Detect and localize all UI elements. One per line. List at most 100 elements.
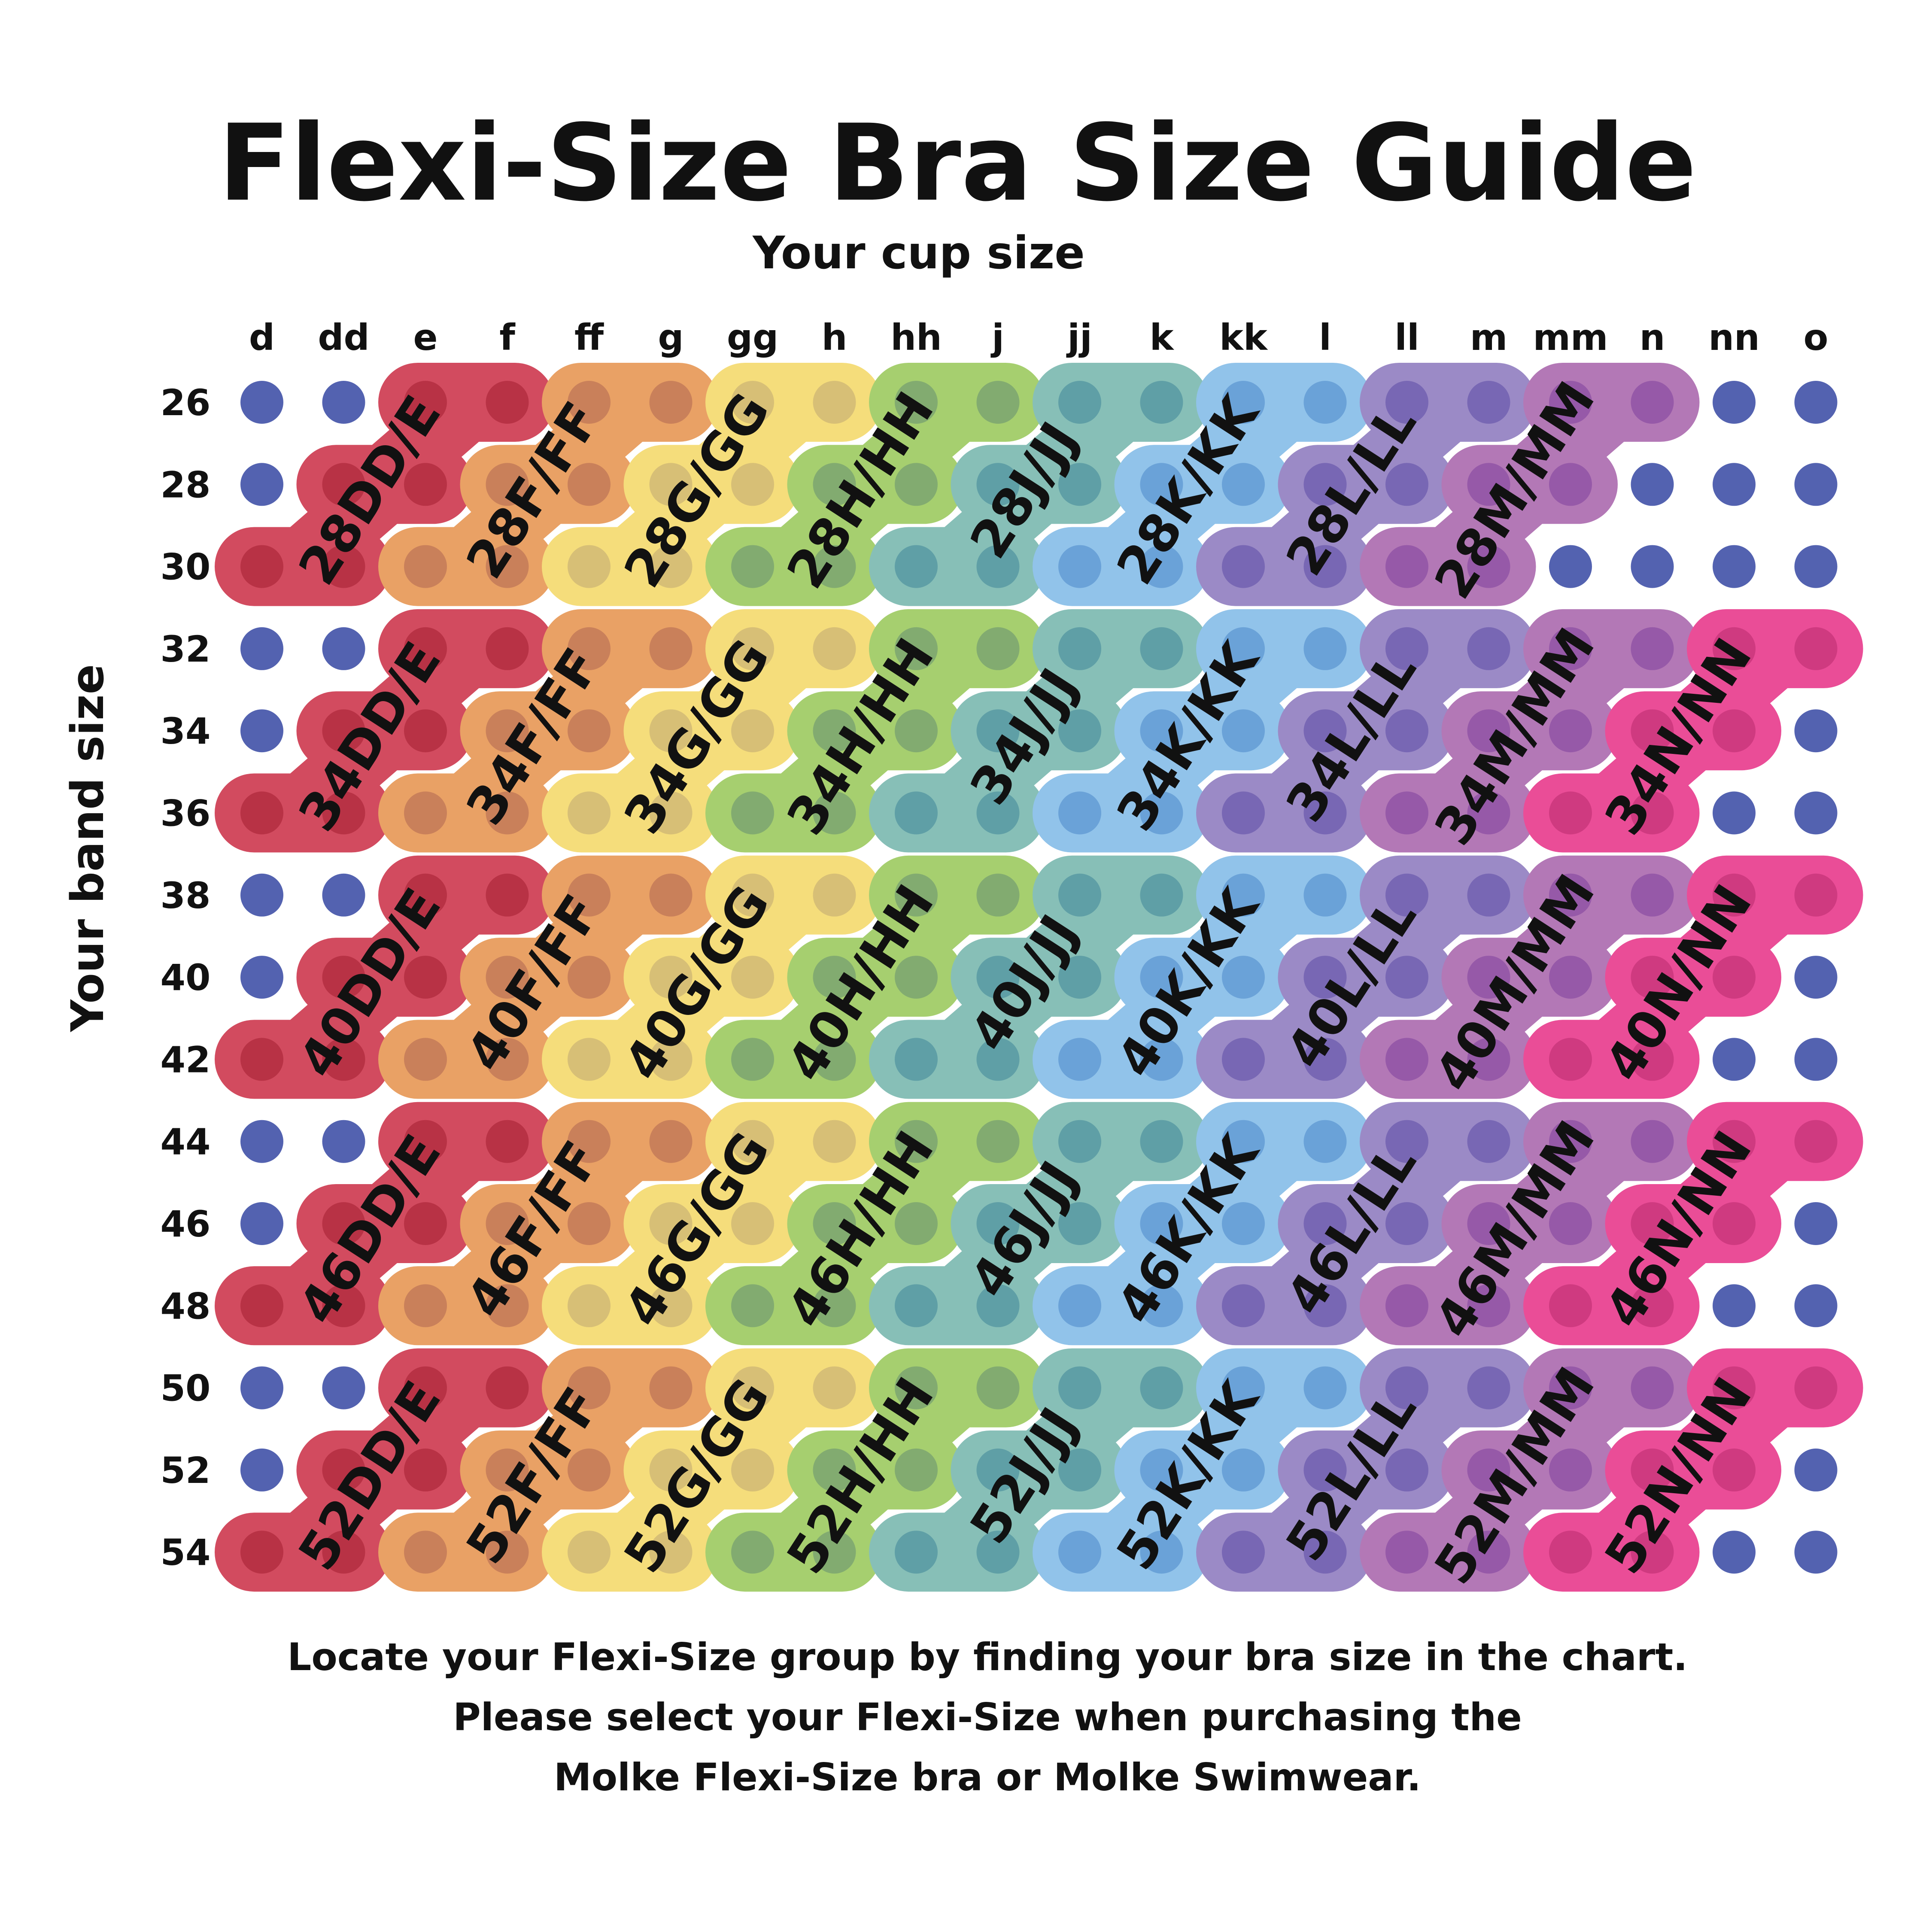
size-dot-32o <box>1794 627 1838 670</box>
empty-dot-48nn <box>1713 1284 1756 1327</box>
size-group-34-n-nn[interactable]: 34N/NN <box>1523 609 1863 853</box>
size-dot-46kk <box>1222 1202 1265 1245</box>
size-dot-34ll <box>1385 709 1428 753</box>
size-dot-54hh <box>895 1531 938 1574</box>
band-label-38: 38 <box>161 875 211 917</box>
size-group-46-j-jj[interactable]: 46J/JJ <box>869 1102 1209 1346</box>
size-group-28-j-jj[interactable]: 28J/JJ <box>869 363 1209 606</box>
size-dot-42d <box>240 1038 283 1081</box>
size-group-46-n-nn[interactable]: 46N/NN <box>1523 1102 1863 1346</box>
size-dot-38kk <box>1222 873 1265 917</box>
size-dot-44hh <box>895 1120 938 1163</box>
size-dot-30hh <box>895 545 938 588</box>
group-shape-connector <box>1063 1224 1261 1306</box>
size-group-40-f-ff[interactable]: 40F/FF <box>378 855 718 1099</box>
size-group-28-f-ff[interactable]: 28F/FF <box>378 363 718 606</box>
size-dot-26jj <box>1058 381 1101 424</box>
size-group-46-l-ll[interactable]: 46L/LL <box>1196 1102 1536 1346</box>
size-group-52-j-jj[interactable]: 52J/JJ <box>869 1348 1209 1592</box>
size-group-46-h-hh[interactable]: 46H/HH <box>705 1102 1045 1346</box>
band-label-column: 26 28 30 32 34 36 38 40 42 44 46 48 50 52 54 <box>161 382 211 1574</box>
size-group-40-m-mm[interactable]: 40M/MM <box>1360 855 1700 1102</box>
band-axis-label: Your band size <box>61 664 114 1033</box>
group-shape-connector <box>653 1141 852 1224</box>
empty-dot-32dd <box>322 627 365 670</box>
size-group-34-h-hh[interactable]: 34H/HH <box>705 609 1045 853</box>
size-group-40-j-jj[interactable]: 40J/JJ <box>869 855 1209 1099</box>
size-dot-28hh <box>895 463 938 506</box>
group-shape-connector <box>1471 895 1670 978</box>
size-dot-34hh <box>895 709 938 753</box>
size-dot-48jj <box>1058 1284 1101 1327</box>
cup-header-kk: kk <box>1219 316 1268 358</box>
size-group-28-l-ll[interactable]: 28L/LL <box>1196 363 1536 606</box>
size-dot-36j <box>976 791 1020 835</box>
group-shape-connector <box>1308 648 1506 731</box>
group-shape-connector <box>817 402 1015 485</box>
size-dot-30m <box>1467 545 1510 588</box>
size-dot-34k <box>1140 709 1183 753</box>
size-dot-48l <box>1303 1284 1347 1327</box>
group-shape-connector <box>1471 648 1670 731</box>
size-dot-52kk <box>1222 1448 1265 1492</box>
size-group-34-dd-e[interactable]: 34DD/E <box>215 609 555 853</box>
group-shape-connector <box>408 1470 606 1552</box>
size-group-52-dd-e[interactable]: 52DD/E <box>215 1348 555 1592</box>
size-group-40-g-gg[interactable]: 40G/GG <box>542 855 882 1099</box>
size-dot-40l <box>1303 956 1347 999</box>
size-dot-32g <box>649 627 693 670</box>
size-group-34-j-jj[interactable]: 34J/JJ <box>869 609 1209 853</box>
size-dot-54g <box>649 1531 693 1574</box>
cup-header-row: d dd e f ff g gg h hh j jj k kk l ll m mm n nn o <box>249 316 1828 358</box>
size-group-34-l-ll[interactable]: 34L/LL <box>1196 609 1536 853</box>
size-group-52-f-ff[interactable]: 52F/FF <box>378 1348 718 1592</box>
size-dot-36dd <box>322 791 365 835</box>
size-dot-36hh <box>895 791 938 835</box>
group-shape-connector <box>326 402 525 485</box>
size-group-28-h-hh[interactable]: 28H/HH <box>705 363 1045 606</box>
size-dot-46j <box>976 1202 1020 1245</box>
size-dot-32ff <box>568 627 611 670</box>
size-group-46-dd-e[interactable]: 46DD/E <box>215 1102 555 1346</box>
group-shape-connector <box>1063 977 1261 1060</box>
size-dot-46jj <box>1058 1202 1101 1245</box>
size-group-52-k-kk[interactable]: 52K/KK <box>1033 1348 1373 1592</box>
size-group-46-m-mm[interactable]: 46M/MM <box>1360 1102 1700 1349</box>
size-dot-46m <box>1467 1202 1510 1245</box>
size-group-40-n-nn[interactable]: 40N/NN <box>1523 855 1863 1099</box>
group-shape-connector <box>899 731 1097 813</box>
size-dot-54kk <box>1222 1531 1265 1574</box>
size-group-52-n-nn[interactable]: 52N/NN <box>1523 1348 1863 1592</box>
empty-dot-26nn <box>1713 381 1756 424</box>
size-dot-50ff <box>568 1366 611 1410</box>
size-dot-38nn <box>1713 873 1756 917</box>
size-group-34-m-mm[interactable]: 34M/MM <box>1360 609 1700 856</box>
size-dot-38e <box>404 873 447 917</box>
size-dot-46k <box>1140 1202 1183 1245</box>
size-group-52-l-ll[interactable]: 52L/LL <box>1196 1348 1536 1592</box>
size-dot-54h <box>813 1531 856 1574</box>
size-group-52-g-gg[interactable]: 52G/GG <box>542 1348 882 1592</box>
size-dot-42e <box>404 1038 447 1081</box>
size-dot-52l <box>1303 1448 1347 1492</box>
size-dot-48hh <box>895 1284 938 1327</box>
size-dot-44l <box>1303 1120 1347 1163</box>
size-dot-26ll <box>1385 381 1428 424</box>
size-group-46-k-kk[interactable]: 46K/KK <box>1033 1102 1373 1346</box>
size-dot-42n <box>1631 1038 1674 1081</box>
size-dot-54e <box>404 1531 447 1574</box>
cup-header-n: n <box>1640 316 1665 358</box>
size-group-52-m-mm[interactable]: 52M/MM <box>1360 1348 1700 1595</box>
group-shape-connector <box>1471 1388 1670 1470</box>
size-group-34-g-gg[interactable]: 34G/GG <box>542 609 882 853</box>
group-shape-connector <box>817 1141 1015 1224</box>
size-group-34-k-kk[interactable]: 34K/KK <box>1033 609 1373 853</box>
group-shape-connector <box>981 648 1179 731</box>
size-dot-54jj <box>1058 1531 1101 1574</box>
size-group-34-f-ff[interactable]: 34F/FF <box>378 609 718 853</box>
size-dot-26g <box>649 381 693 424</box>
cup-header-nn: nn <box>1708 316 1760 358</box>
size-dot-42kk <box>1222 1038 1265 1081</box>
size-dot-42jj <box>1058 1038 1101 1081</box>
